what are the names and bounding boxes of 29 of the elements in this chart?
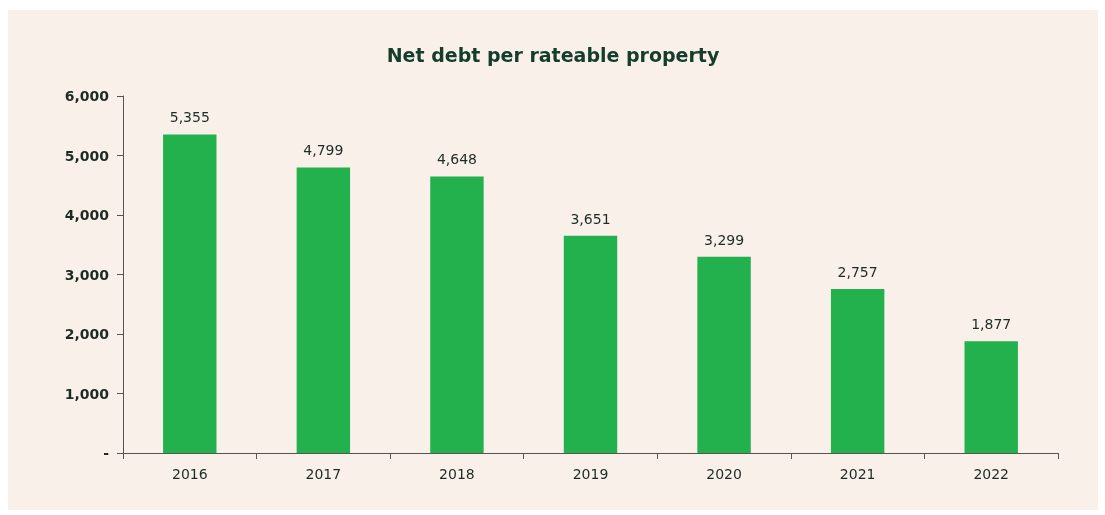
x-tick-label: 2017 xyxy=(305,466,342,482)
data-label: 3,651 xyxy=(570,210,611,227)
chart-title: Net debt per rateable property xyxy=(386,43,720,66)
y-tick-label: 3,000 xyxy=(64,266,110,283)
y-tick-label: 6,000 xyxy=(64,88,110,104)
data-label: 2,757 xyxy=(837,263,878,280)
y-tick-label: - xyxy=(103,445,110,461)
x-tick-label: 2022 xyxy=(973,466,1010,482)
bar xyxy=(697,256,751,453)
y-tick-label: 2,000 xyxy=(64,326,110,342)
x-tick-label: 2020 xyxy=(706,466,742,482)
bar xyxy=(163,134,217,453)
x-tick-label: 2021 xyxy=(839,466,876,482)
data-label: 1,877 xyxy=(971,316,1012,333)
y-tick-label: 5,000 xyxy=(64,147,110,164)
bar xyxy=(430,176,484,453)
bar xyxy=(563,235,618,453)
data-label: 4,648 xyxy=(436,151,477,168)
data-label: 3,299 xyxy=(704,231,745,248)
x-tick-label: 2018 xyxy=(439,466,475,482)
x-tick-label: 2016 xyxy=(171,466,208,482)
bar xyxy=(964,341,1018,453)
bar xyxy=(830,288,885,453)
bar xyxy=(296,167,351,453)
y-tick-label: 1,000 xyxy=(64,385,110,402)
data-label: 4,799 xyxy=(303,142,344,159)
data-label: 5,355 xyxy=(169,109,210,126)
y-tick-label: 4,000 xyxy=(64,207,110,223)
x-tick-label: 2019 xyxy=(572,466,609,482)
